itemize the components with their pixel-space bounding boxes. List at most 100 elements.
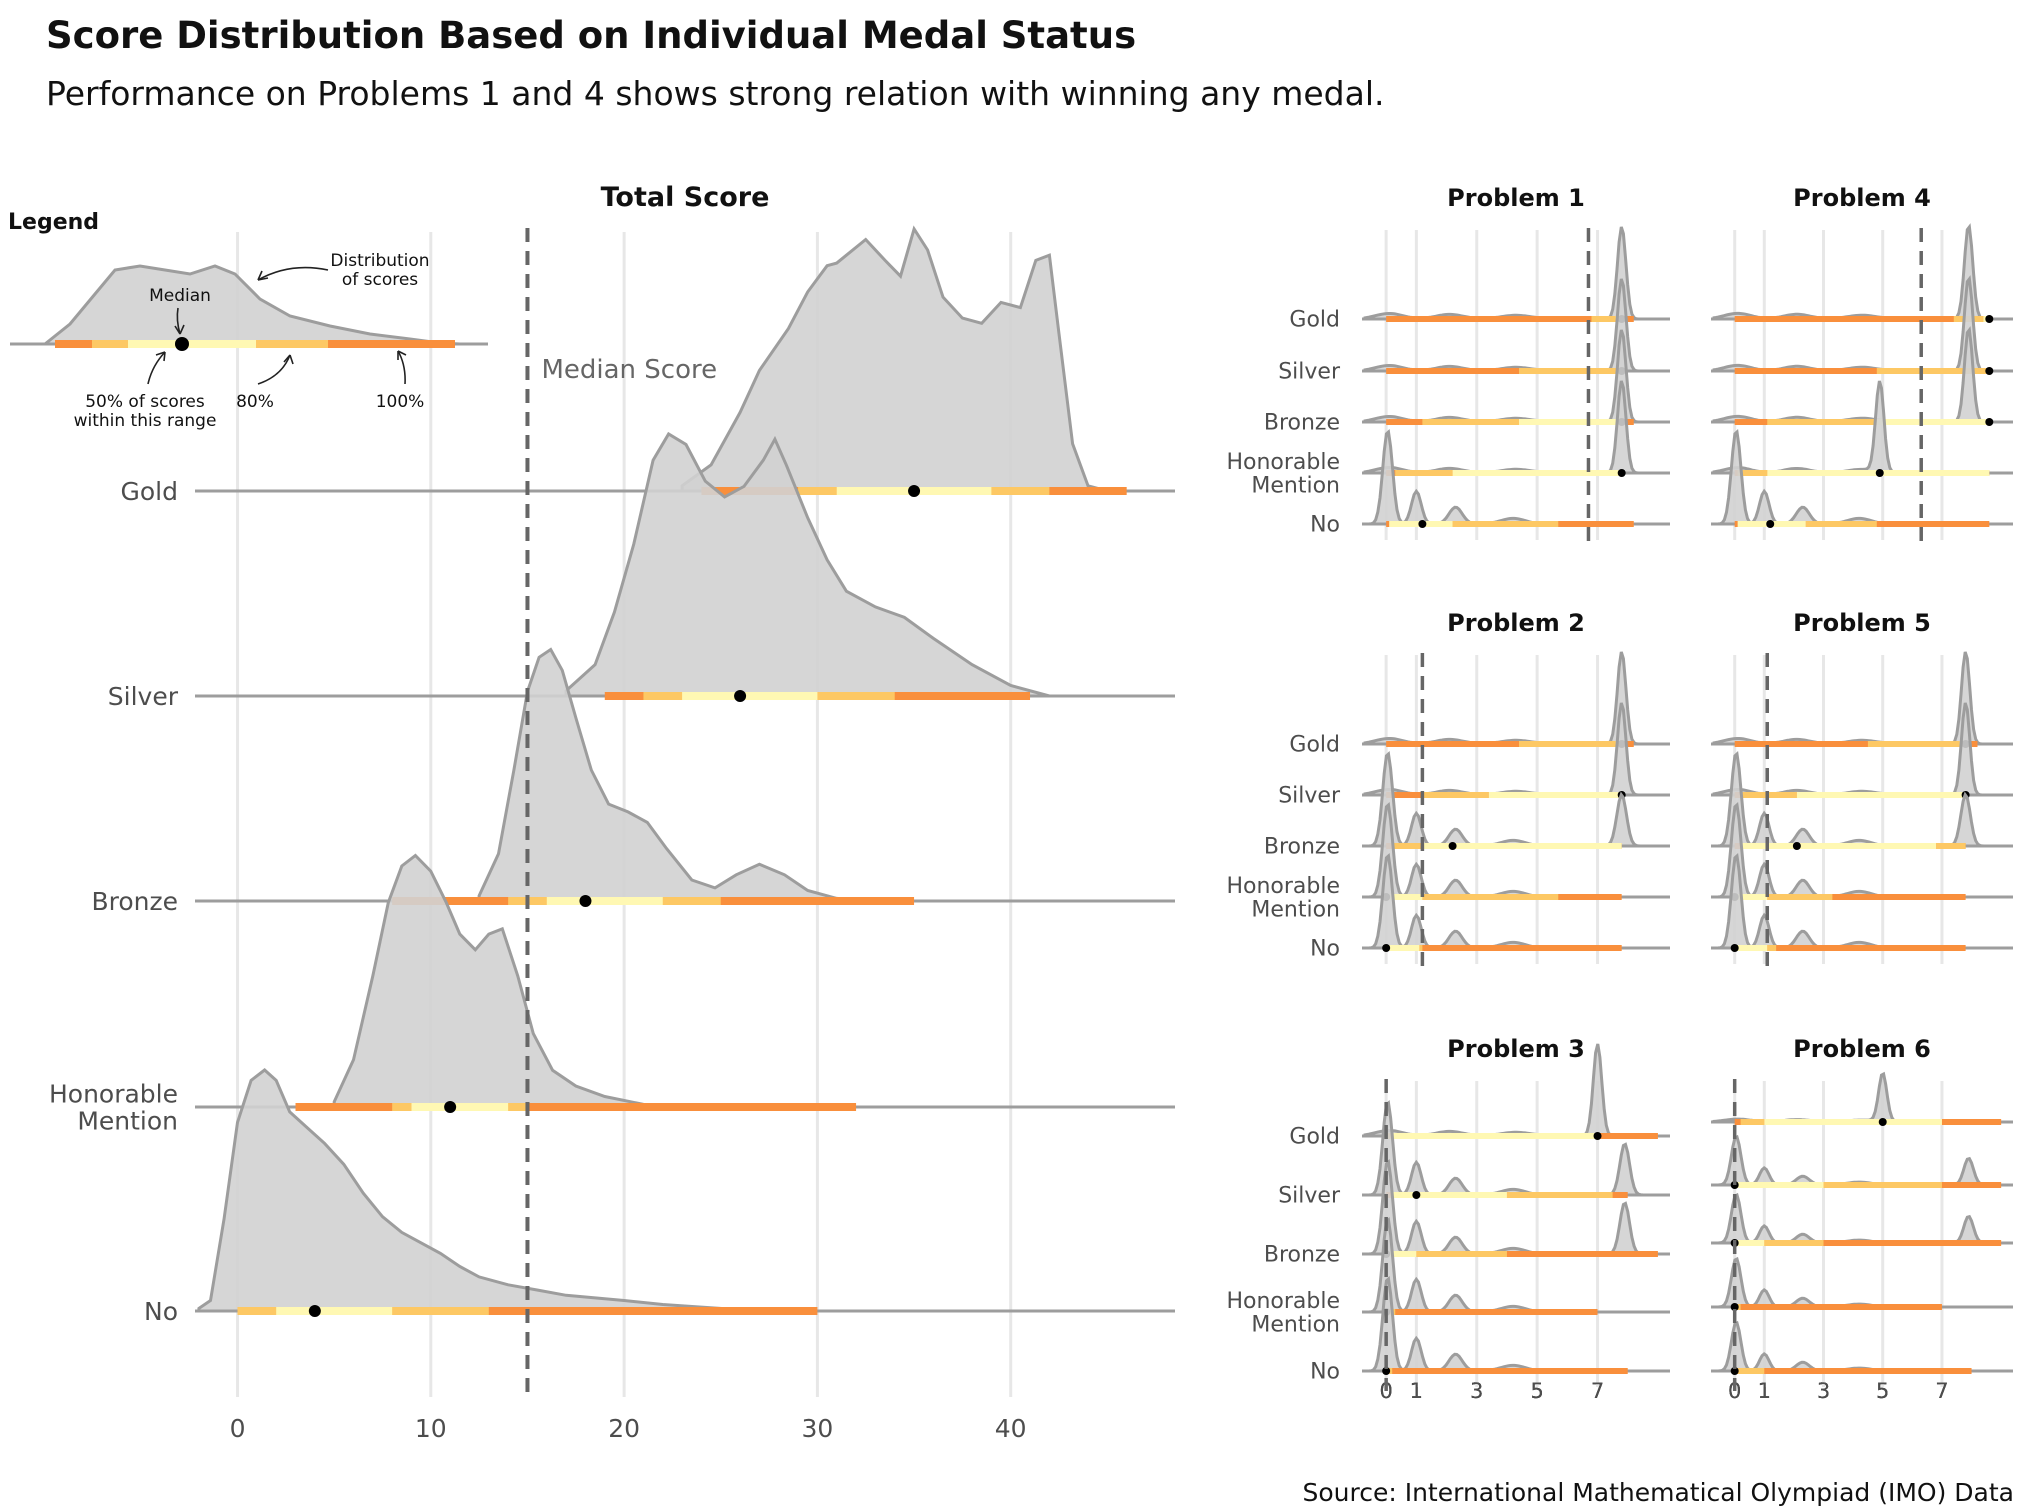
problem-3-category-label: Silver (1278, 1184, 1341, 1209)
problem-5-density-curve (1713, 750, 2008, 848)
problem-4-median-point (1875, 469, 1884, 477)
legend-arrow-head (257, 270, 269, 281)
problem-6-range-100-bar (1734, 1304, 1942, 1310)
problem-4-density-curve (1712, 223, 2008, 321)
legend-arrow (397, 350, 406, 385)
total-score-category-label: Honorable (49, 1079, 178, 1108)
problem-3-range-100-bar (1386, 1368, 1628, 1374)
problem-2-category-label: Gold (1289, 733, 1340, 758)
problem-4-tick-label: 5 (1876, 1379, 1889, 1403)
total-score-range-100-bar (295, 1103, 857, 1111)
problem-4-tick-label: 1 (1758, 1379, 1771, 1403)
problem-3-ridge-bronze (1362, 1158, 1670, 1258)
problem-2-range-50-bar (1488, 792, 1622, 798)
problem-1-title: Problem 1 (1447, 184, 1585, 212)
problem-1-category-label: Bronze (1264, 411, 1340, 436)
total-score-category-label: Silver (108, 682, 179, 711)
problem-3-ridge-no (1362, 1275, 1670, 1375)
problem-3-range-100-bar (1386, 1251, 1658, 1257)
problem-3-range-80-bar (1506, 1192, 1613, 1198)
problem-5-range-50-bar (1740, 843, 1937, 849)
problem-6-median-point (1730, 1367, 1739, 1375)
problem-2-category-label: Honorable (1226, 874, 1340, 899)
total-score-density-curve (332, 853, 683, 1109)
problem-6-tick-label: 5 (1876, 1379, 1889, 1403)
problem-5-range-50-bar (1734, 945, 1768, 951)
problem-2-range-100-bar (1386, 945, 1622, 951)
problem-5-range-80-bar (1767, 894, 1833, 900)
problem-4-range-100-bar (1734, 316, 1993, 322)
page-title: Score Distribution Based on Individual M… (46, 14, 1137, 57)
problem-1-category-label: Gold (1289, 308, 1340, 333)
problem-panels: Problem 101357GoldSilverBronzeHonorableM… (1226, 184, 2013, 1403)
problem-2-range-80-bar (1519, 741, 1616, 747)
problem-1-range-50-bar (1519, 419, 1622, 425)
problem-6-range-80-bar (1764, 1240, 1824, 1246)
problem-1-ridge-honorable-mention (1362, 380, 1670, 477)
problem-2-range-80-bar (1392, 843, 1423, 849)
problem-6-title: Problem 6 (1793, 1035, 1931, 1063)
problem-1-range-100-bar (1386, 316, 1634, 322)
legend-range-50-label: within this range (74, 411, 217, 431)
total-score-category-label: No (144, 1297, 178, 1326)
problem-5-panel: Problem 501357 (1711, 609, 2013, 1403)
problem-3-tick-label: 5 (1530, 1379, 1543, 1403)
problem-1-density-curve (1363, 380, 1664, 475)
total-score-density-curve (477, 647, 876, 903)
problem-1-category-label: Silver (1278, 360, 1341, 385)
problem-3-tick-label: 3 (1470, 1379, 1483, 1403)
source-caption: Source: International Mathematical Olymp… (1302, 1478, 2014, 1507)
problem-6-density-curve (1713, 1192, 2008, 1245)
total-score-range-50-bar (276, 1307, 393, 1315)
problem-3-tick-label: 1 (1410, 1379, 1423, 1403)
problem-5-density-curve (1712, 702, 2008, 797)
problem-3-category-label: Honorable (1226, 1289, 1340, 1314)
problem-4-range-50-bar (1876, 419, 1990, 425)
legend-median-point (175, 337, 189, 351)
total-score-ridge-bronze (195, 647, 1175, 907)
problem-2-title: Problem 2 (1447, 609, 1585, 637)
problem-1-range-80-bar (1519, 368, 1619, 374)
problem-4-range-80-bar (1767, 419, 1877, 425)
total-score-panel: Total Score 0 10 20 30 40 Gold Silver Bronze Hono… (49, 182, 1175, 1443)
problem-3-category-label: Mention (1251, 1313, 1340, 1338)
problem-6-range-50-bar (1734, 1240, 1765, 1246)
problem-6-median-point (1730, 1303, 1739, 1311)
problem-5-title: Problem 5 (1793, 609, 1931, 637)
problem-1-category-label: Honorable (1226, 450, 1340, 475)
problem-4-range-80-bar (1876, 368, 1987, 374)
problem-4-tick-label: 3 (1817, 1379, 1830, 1403)
problem-6-range-80-bar (1740, 1119, 1765, 1125)
total-score-tick-label: 0 (230, 1414, 246, 1443)
problem-2-range-100-bar (1386, 741, 1634, 747)
problem-3-ridge-silver (1362, 1099, 1670, 1199)
legend-range-50-bar (128, 340, 256, 348)
problem-5-range-50-bar (1734, 894, 1768, 900)
total-score-median-score-label: Median Score (541, 355, 717, 385)
problem-6-range-80-bar (1737, 1368, 1765, 1374)
problem-3-density-curve (1365, 1099, 1664, 1197)
problem-1-median-point (1418, 520, 1427, 528)
total-score-ridge-honorable-mention (195, 853, 1175, 1113)
problem-2-range-50-bar (1422, 843, 1622, 849)
problem-3-title: Problem 3 (1447, 1035, 1585, 1063)
problem-1-range-50-bar (1452, 470, 1622, 476)
problem-4-title: Problem 4 (1793, 184, 1931, 212)
problem-6-tick-label: 1 (1758, 1379, 1771, 1403)
problem-1-category-label: No (1310, 513, 1340, 538)
total-score-median-point (444, 1101, 457, 1113)
problem-5-range-100-bar (1734, 894, 1966, 900)
problem-1-range-80-bar (1395, 470, 1453, 476)
problem-4-tick-label: 7 (1935, 1379, 1948, 1403)
total-score-median-point (734, 690, 747, 702)
problem-6-density-curve (1713, 1320, 2008, 1373)
problem-2-range-80-bar (1422, 894, 1559, 900)
problem-6-range-80-bar (1737, 1304, 1741, 1310)
legend-arrow-head (283, 354, 294, 365)
legend-median-label: Median (149, 286, 211, 306)
problem-5-range-80-bar (1936, 843, 1966, 849)
problem-3-range-80-bar (1416, 1251, 1507, 1257)
total-score-title: Total Score (601, 182, 770, 213)
problem-4-median-point (1766, 520, 1775, 528)
problem-1-tick-label: 1 (1410, 1379, 1423, 1403)
